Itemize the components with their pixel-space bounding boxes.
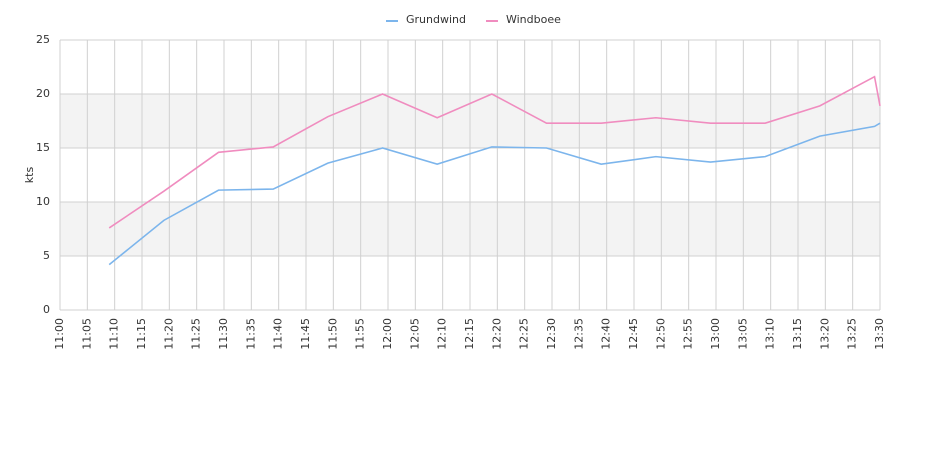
- line-series: [108, 122, 881, 266]
- x-tick-label: 11:20: [162, 318, 175, 350]
- x-tick-label: 13:10: [764, 318, 777, 350]
- x-tick-label: 12:10: [436, 318, 449, 350]
- x-tick-label: 12:50: [654, 318, 667, 350]
- x-tick-label: 12:45: [627, 318, 640, 350]
- x-tick-label: 11:05: [80, 318, 93, 350]
- y-tick-label: 15: [36, 141, 50, 154]
- y-tick-label: 25: [36, 33, 50, 46]
- x-tick-label: 11:30: [217, 318, 230, 350]
- x-tick-label: 12:25: [518, 318, 531, 350]
- x-tick-label: 12:40: [600, 318, 613, 350]
- y-tick-label: 0: [43, 303, 50, 316]
- x-tick-label: 13:25: [846, 318, 859, 350]
- y-tick-label: 5: [43, 249, 50, 262]
- y-tick-label: 10: [36, 195, 50, 208]
- x-tick-label: 11:15: [135, 318, 148, 350]
- x-tick-label: 13:00: [709, 318, 722, 350]
- x-tick-label: 13:05: [736, 318, 749, 350]
- legend-label: Windboee: [506, 13, 561, 26]
- x-tick-label: 11:00: [53, 318, 66, 350]
- x-tick-label: 13:15: [791, 318, 804, 350]
- x-tick-label: 12:35: [572, 318, 585, 350]
- x-tick-label: 12:00: [381, 318, 394, 350]
- x-tick-label: 12:20: [490, 318, 503, 350]
- line-series: [108, 75, 881, 229]
- x-tick-label: 11:55: [354, 318, 367, 350]
- x-tick-label: 12:15: [463, 318, 476, 350]
- x-tick-label: 11:50: [326, 318, 339, 350]
- x-tick-label: 12:30: [545, 318, 558, 350]
- x-tick-label: 11:40: [272, 318, 285, 350]
- x-tick-label: 11:10: [108, 318, 121, 350]
- x-tick-label: 12:55: [682, 318, 695, 350]
- x-tick-label: 11:45: [299, 318, 312, 350]
- x-tick-label: 11:35: [244, 318, 257, 350]
- legend-label: Grundwind: [406, 13, 466, 26]
- x-tick-label: 11:25: [190, 318, 203, 350]
- x-tick-label: 13:20: [818, 318, 831, 350]
- x-tick-label: 12:05: [408, 318, 421, 350]
- x-tick-label: 13:30: [873, 318, 886, 350]
- y-tick-label: 20: [36, 87, 50, 100]
- y-axis-label: kts: [23, 167, 36, 184]
